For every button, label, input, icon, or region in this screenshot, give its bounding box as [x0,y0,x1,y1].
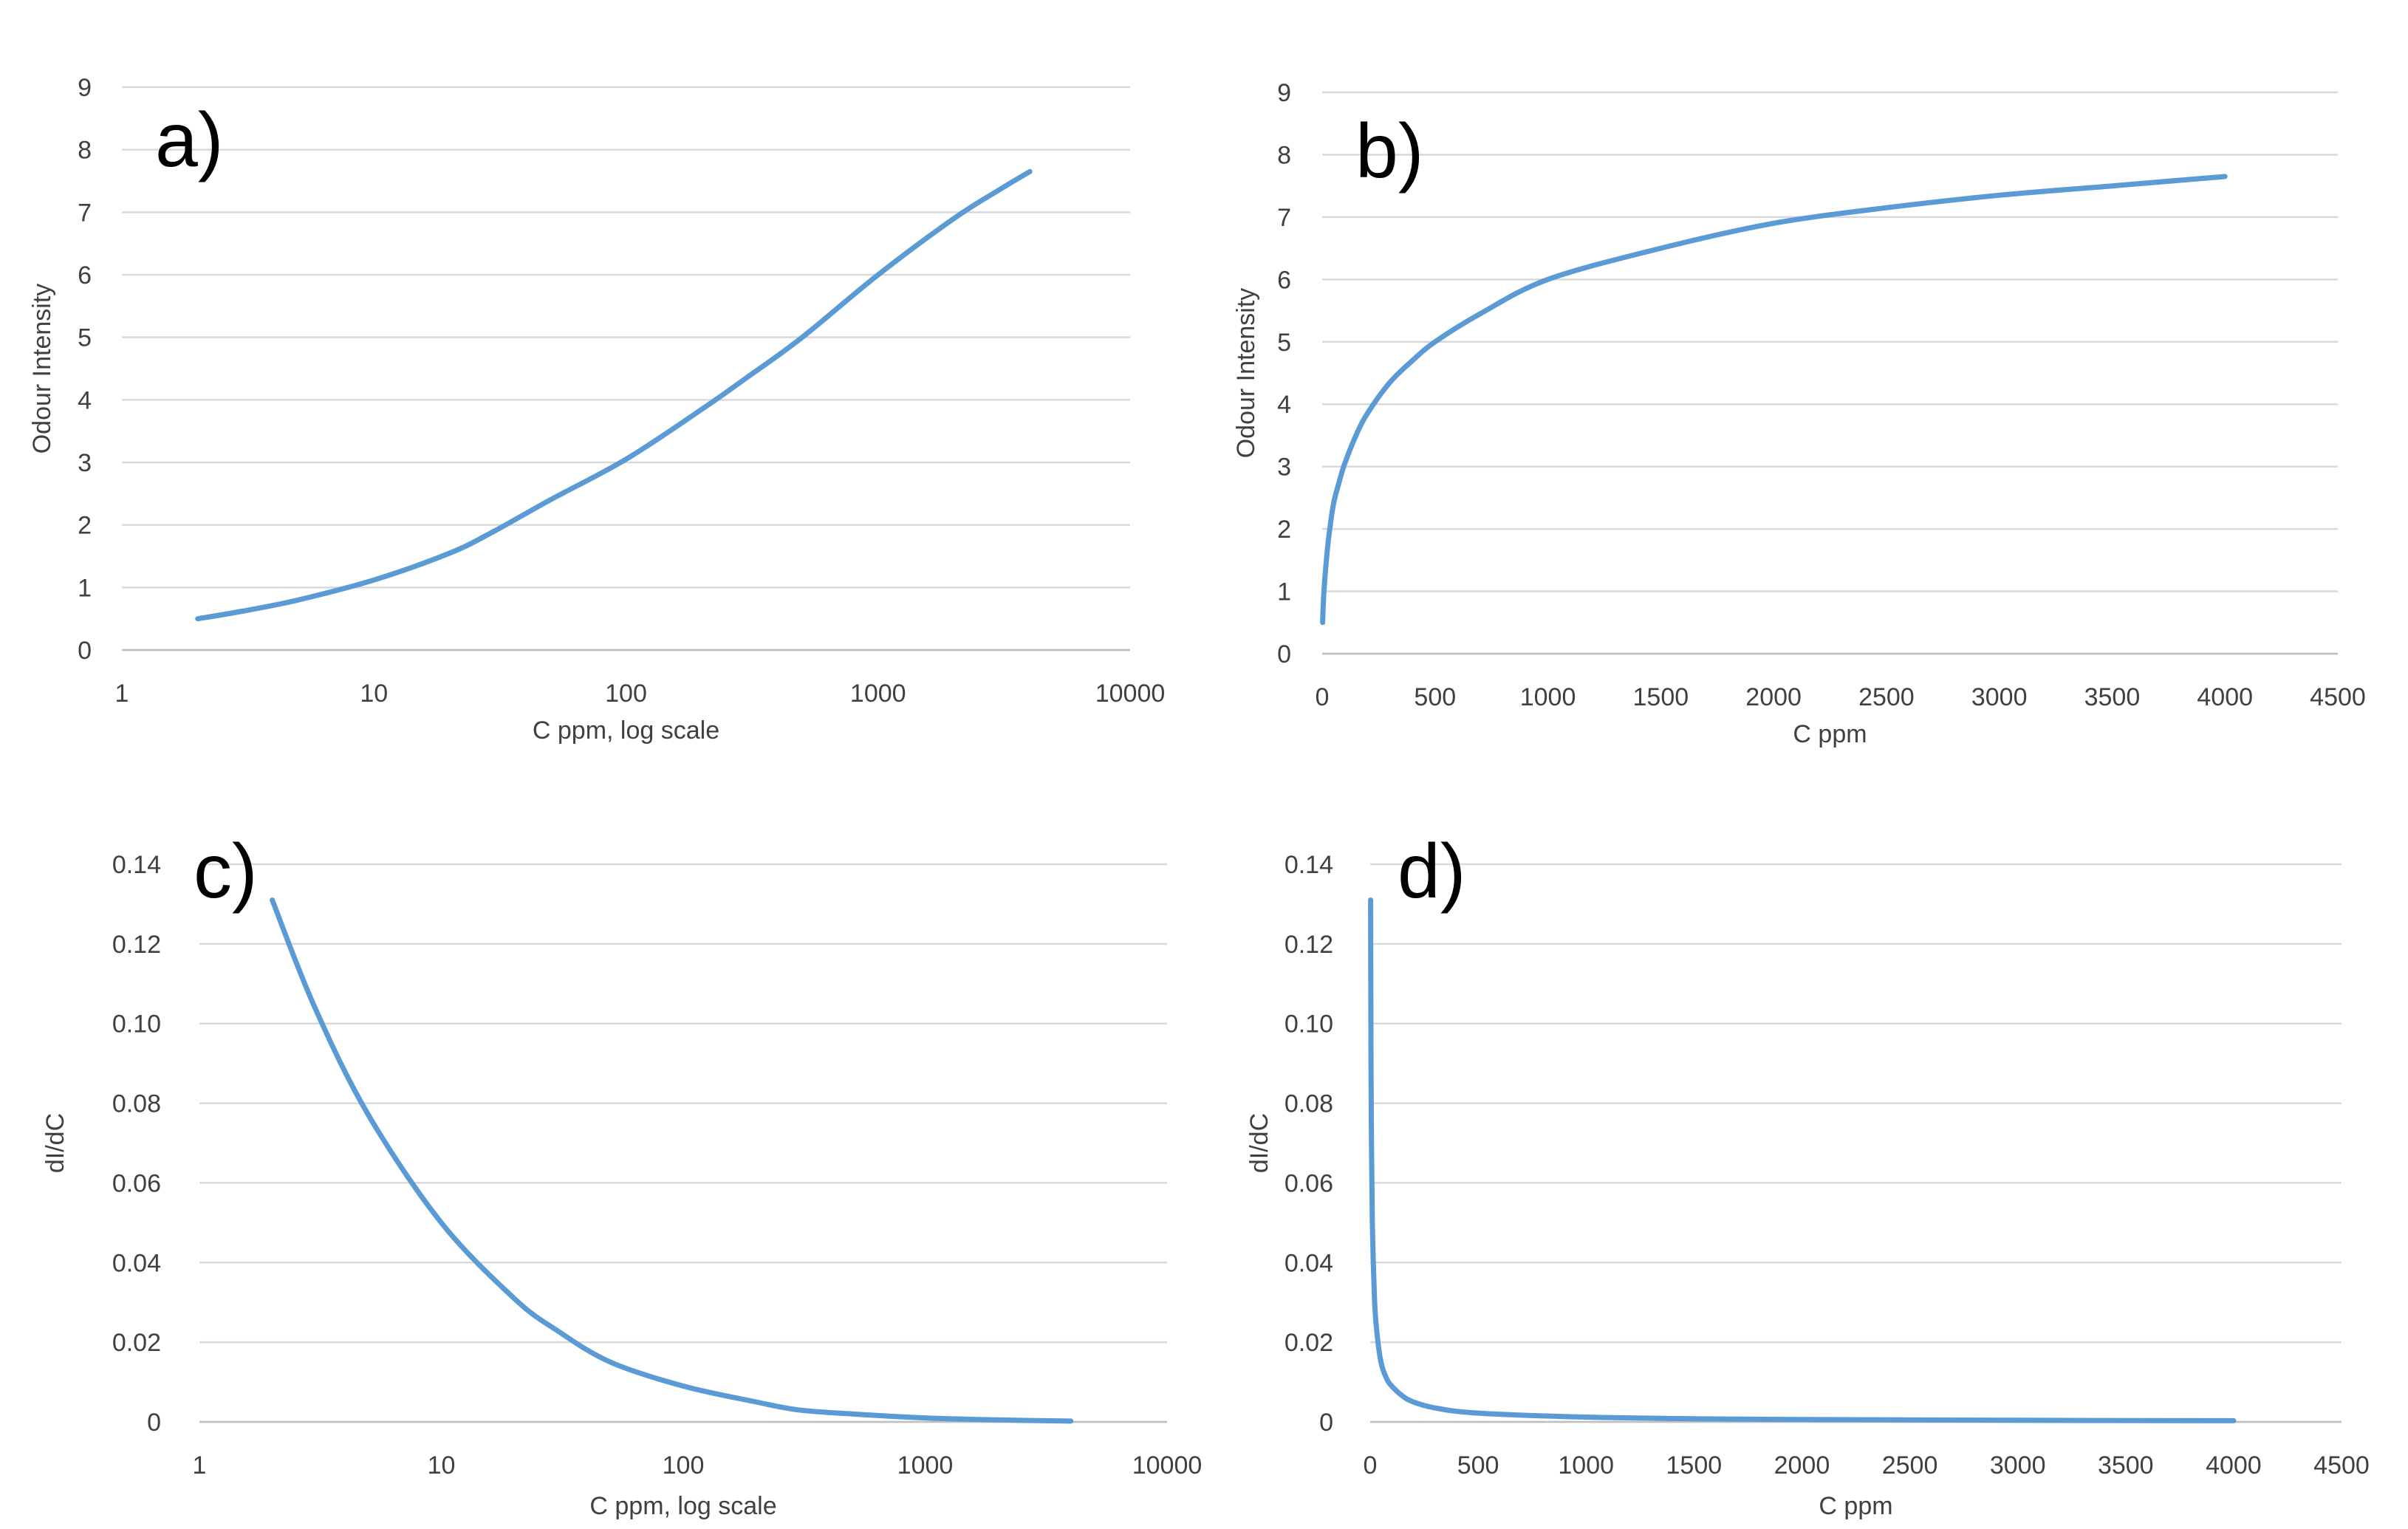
y-tick-label: 0.10 [112,1010,161,1039]
y-tick-label: 0.02 [1285,1329,1333,1357]
x-tick-label: 1000 [897,1451,954,1480]
y-tick-label: 3 [1277,454,1291,482]
y-tick-label: 7 [1277,204,1291,232]
y-tick-label: 3 [78,449,92,477]
x-tick-label: 10 [360,680,388,708]
y-tick-label: 0.12 [1285,931,1333,959]
x-tick-label: 4000 [2206,1451,2262,1480]
y-tick-label: 0.14 [112,851,161,879]
y-tick-label: 4 [78,386,92,414]
y-tick-label: 0 [78,637,92,665]
y-tick-label: 0.04 [112,1249,161,1277]
y-tick-label: 0.08 [1285,1090,1333,1118]
series-line [1320,174,2228,626]
y-tick-label: 6 [78,261,92,290]
y-tick-label: 8 [1277,141,1291,169]
chart-b-svg: 0 1 2 3 4 5 6 7 8 9 0 500 1000 1500 2000 2500 3000 3500 40… [1232,79,2366,748]
y-tick-label: 9 [78,74,92,102]
chart-panel-b: 0 1 2 3 4 5 6 7 8 9 0 500 1000 1500 2000 2500 3000 3500 40… [1204,0,2408,772]
chart-panel-c: 0 0.02 0.04 0.06 0.08 0.10 0.12 0.14 1 10 100 1000 1… [0,768,1204,1529]
y-tick-label: 2 [1277,516,1291,544]
x-axis-title: C ppm [1819,1492,1892,1520]
y-tick-label: 0.04 [1285,1249,1333,1277]
chart-d-svg: 0 0.02 0.04 0.06 0.08 0.10 0.12 0.14 0 500 1000 150… [1245,829,2370,1520]
y-axis-title: dI/dC [1245,1113,1273,1173]
x-tick-label: 3500 [2098,1451,2154,1480]
x-tick-label: 100 [663,1451,705,1480]
x-axis-title: C ppm, log scale [533,716,719,745]
y-tick-label: 0.10 [1285,1010,1333,1039]
y-tick-label: 0.12 [112,931,161,959]
x-tick-label: 2500 [1858,683,1915,711]
y-tick-label: 7 [78,199,92,227]
y-tick-label: 5 [1277,329,1291,357]
x-tick-label: 4000 [2197,683,2253,711]
y-tick-label: 0.08 [112,1090,161,1118]
panel-label: b) [1355,109,1423,194]
y-tick-label: 2 [78,512,92,540]
chart-panel-a: 0 1 2 3 4 5 6 7 8 9 1 10 100 1000 10000 C ppm, log scal… [0,0,1204,772]
chart-panel-d: 0 0.02 0.04 0.06 0.08 0.10 0.12 0.14 0 500 1000 150… [1204,768,2408,1529]
y-tick-label: 0.02 [112,1329,161,1357]
x-tick-label: 500 [1414,683,1456,711]
x-tick-label: 1 [193,1451,207,1480]
x-tick-label: 1 [115,680,129,708]
x-tick-label: 100 [605,680,647,708]
y-tick-label: 6 [1277,266,1291,294]
x-tick-label: 0 [1364,1451,1378,1480]
y-tick-label: 1 [1277,578,1291,606]
y-tick-label: 0 [1277,640,1291,668]
x-tick-label: 3500 [2084,683,2141,711]
x-tick-label: 2000 [1774,1451,1830,1480]
y-tick-label: 0.06 [112,1169,161,1197]
x-tick-label: 1500 [1633,683,1689,711]
x-tick-label: 3000 [1990,1451,2046,1480]
x-tick-label: 0 [1316,683,1330,711]
x-axis-title: C ppm, log scale [589,1492,776,1520]
x-axis-title: C ppm [1793,720,1867,748]
series-line [1368,897,2237,1423]
x-tick-label: 4500 [2313,1451,2370,1480]
x-tick-label: 1500 [1666,1451,1723,1480]
y-tick-label: 0.14 [1285,851,1333,879]
y-tick-label: 1 [78,574,92,602]
y-tick-label: 0 [1319,1409,1333,1437]
y-axis-title: dI/dC [41,1113,69,1173]
y-tick-label: 5 [78,324,92,352]
x-tick-label: 10 [428,1451,456,1480]
x-tick-label: 4500 [2310,683,2366,711]
x-tick-label: 1000 [1558,1451,1614,1480]
x-tick-label: 500 [1457,1451,1499,1480]
y-tick-label: 8 [78,137,92,165]
chart-c-svg: 0 0.02 0.04 0.06 0.08 0.10 0.12 0.14 1 10 100 1000 1… [41,829,1203,1520]
y-tick-label: 0 [147,1409,161,1437]
y-axis-title: Odour Intensity [1232,288,1260,459]
y-tick-label: 9 [1277,79,1291,107]
y-tick-label: 0.06 [1285,1169,1333,1197]
x-tick-label: 2500 [1882,1451,1938,1480]
x-tick-label: 1000 [850,680,906,708]
y-tick-label: 4 [1277,391,1291,419]
y-axis-title: Odour Intensity [28,284,56,454]
x-tick-label: 1000 [1520,683,1576,711]
series-line [270,897,1074,1424]
panel-label: d) [1398,829,1465,914]
panel-label: a) [155,98,223,183]
series-line [195,168,1033,622]
x-tick-label: 2000 [1745,683,1802,711]
x-tick-label: 10000 [1132,1451,1203,1480]
x-tick-label: 3000 [1971,683,2028,711]
panel-label: c) [194,829,258,914]
x-tick-label: 10000 [1095,680,1166,708]
